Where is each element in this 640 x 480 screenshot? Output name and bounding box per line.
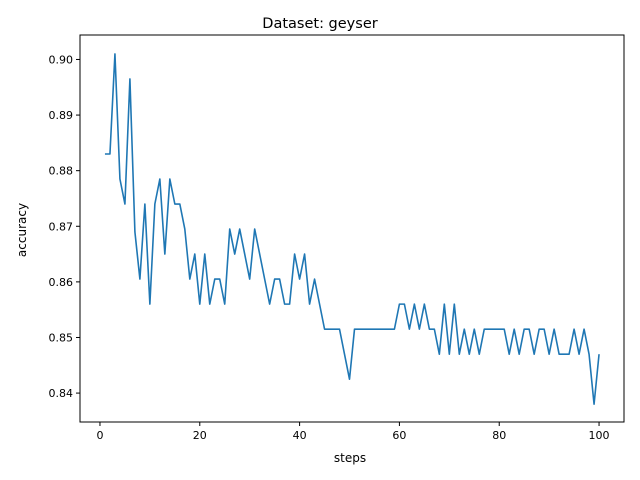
y-axis-label: accuracy	[15, 203, 29, 257]
x-axis-label: steps	[334, 451, 366, 465]
y-tick-label: 0.86	[49, 276, 74, 289]
y-tick-label: 0.85	[49, 331, 74, 344]
accuracy-line	[104, 53, 600, 406]
y-tick-label: 0.90	[49, 53, 74, 66]
y-axis-ticks: 0.84 0.85 0.86 0.87 0.88 0.89 0.90	[49, 53, 80, 400]
x-tick-label: 40	[293, 429, 307, 442]
x-tick-label: 60	[392, 429, 406, 442]
y-tick-label: 0.89	[49, 109, 74, 122]
y-tick-label: 0.87	[49, 220, 74, 233]
x-tick-label: 80	[492, 429, 506, 442]
x-tick-label: 0	[96, 429, 103, 442]
axes-frame	[79, 34, 625, 423]
x-axis-ticks: 0 20 40 60 80 100	[96, 422, 610, 442]
y-tick-label: 0.88	[49, 165, 74, 178]
series-layer	[104, 53, 600, 406]
plot-area	[80, 35, 624, 422]
x-tick-label: 100	[589, 429, 610, 442]
x-tick-label: 20	[193, 429, 207, 442]
chart-title: Dataset: geyser	[262, 16, 377, 32]
y-tick-label: 0.84	[49, 387, 74, 400]
